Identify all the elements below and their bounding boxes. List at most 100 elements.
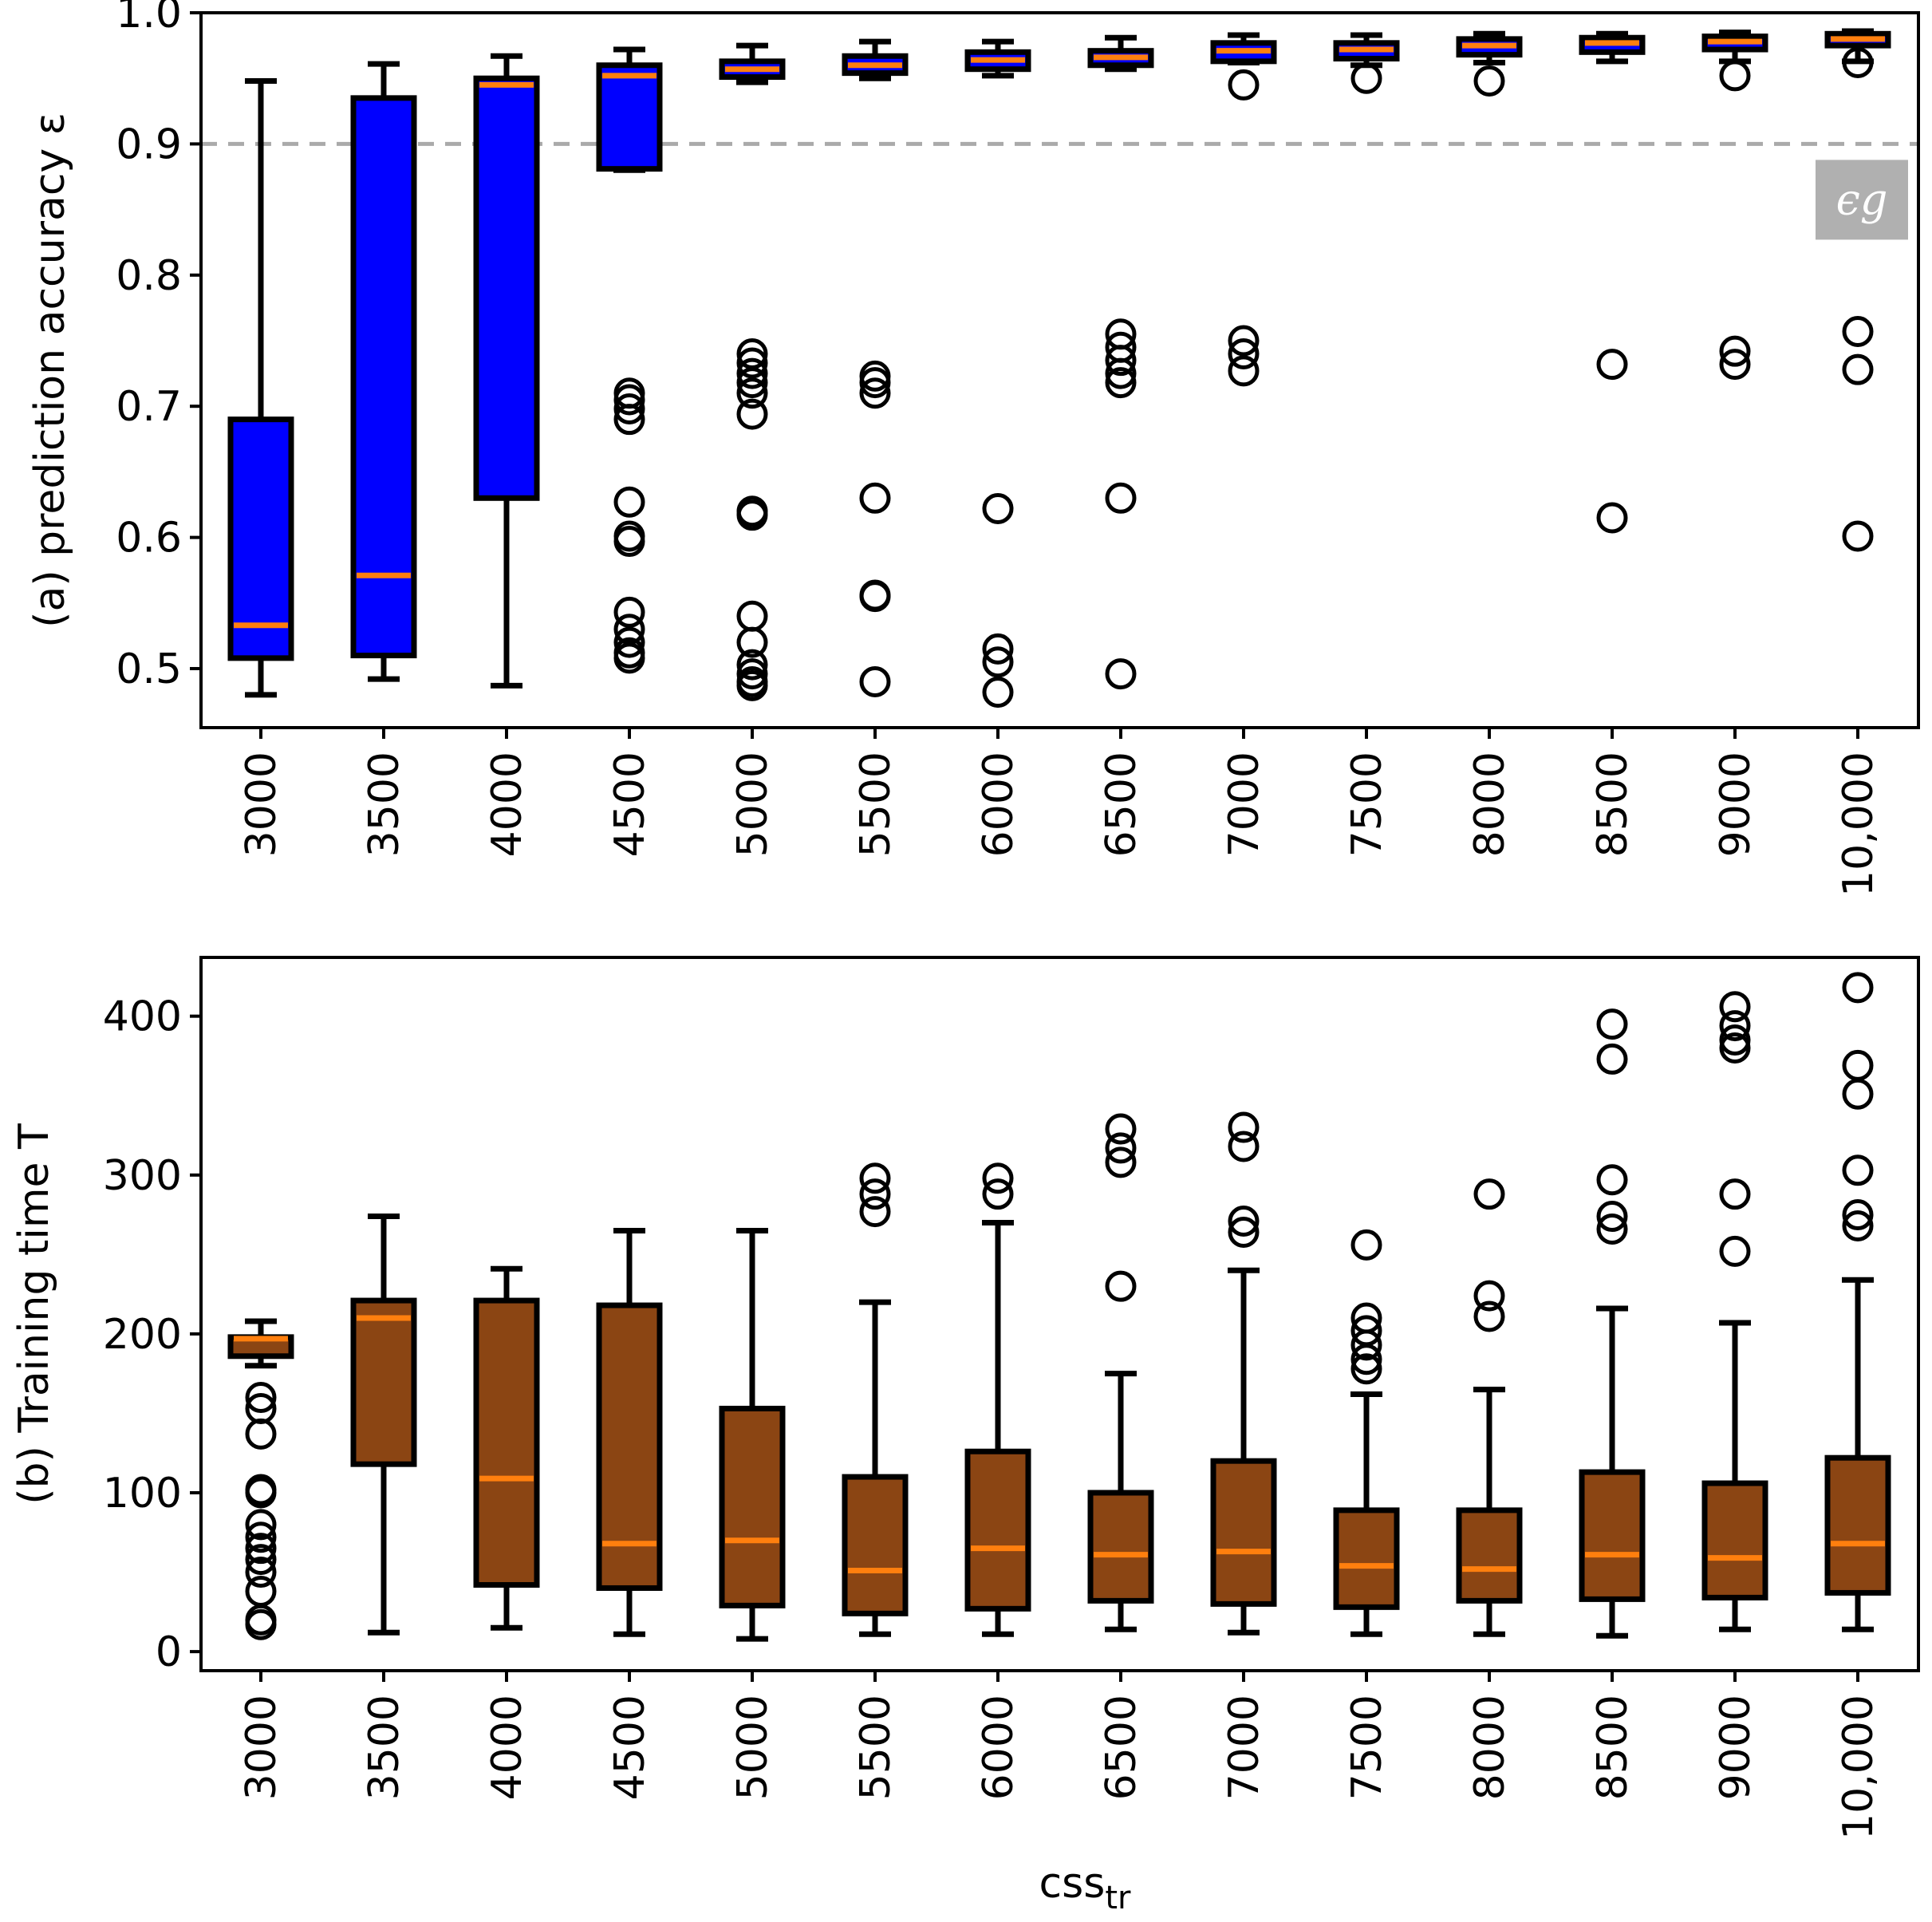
box-8500	[1579, 1008, 1646, 1639]
outlier-point	[613, 596, 645, 628]
x-tick-label: 6500	[1098, 1695, 1145, 1800]
x-tick-label: 4500	[606, 752, 654, 857]
x-tick-label: 6000	[975, 1695, 1023, 1800]
outlier-point	[1842, 353, 1874, 385]
outlier-point	[736, 626, 768, 658]
reference-label: ϵg	[1836, 174, 1888, 224]
outlier-point	[1105, 658, 1137, 690]
box-8000	[1456, 30, 1523, 97]
outlier-point	[1719, 60, 1751, 92]
box-6500	[1087, 1113, 1154, 1632]
iqr-box	[1456, 1507, 1523, 1604]
iqr-box	[719, 1405, 786, 1608]
outlier-point	[982, 646, 1014, 678]
outlier-point	[1842, 1210, 1874, 1241]
outlier-point	[245, 1575, 277, 1607]
plot-frame	[199, 11, 1920, 729]
x-tick-label: 3000	[238, 752, 286, 857]
outlier-point	[1596, 349, 1628, 381]
y-axis-label: (a) prediction accuracy ε	[26, 112, 74, 628]
box-5500	[842, 38, 909, 697]
outlier-point	[613, 486, 645, 518]
x-axis-label-main: css	[1039, 1860, 1106, 1908]
box-6500	[1087, 34, 1154, 690]
outlier-point	[1719, 1024, 1751, 1056]
outlier-point	[1596, 1043, 1628, 1075]
iqr-box	[1210, 1458, 1277, 1607]
box-4500	[596, 1227, 663, 1637]
outlier-point	[736, 658, 768, 690]
outlier-point	[245, 1418, 277, 1450]
x-tick-label: 3500	[361, 1695, 408, 1800]
outlier-point	[1719, 349, 1751, 381]
outlier-point	[1842, 1049, 1874, 1081]
iqr-box	[1579, 1469, 1646, 1602]
outlier-point	[1842, 972, 1874, 1004]
outlier-point	[1719, 335, 1751, 367]
x-tick-label: 6500	[1098, 752, 1145, 857]
box-6000	[964, 38, 1031, 708]
outlier-point	[736, 649, 768, 681]
box-3000	[227, 1318, 294, 1640]
box-5000	[719, 42, 786, 701]
outlier-point	[982, 1178, 1014, 1210]
iqr-box	[1333, 1507, 1400, 1610]
outlier-point	[1105, 482, 1137, 514]
x-tick-label: 7000	[1220, 752, 1268, 857]
x-tick-label: 9000	[1712, 1695, 1760, 1800]
y-axis-label: (b) Training time T	[10, 1123, 58, 1505]
y-tick-label: 0.5	[116, 645, 182, 693]
outlier-point	[245, 1533, 277, 1565]
x-tick-label: 10,000	[1835, 752, 1883, 897]
outlier-point	[1596, 1201, 1628, 1233]
outlier-point	[1350, 62, 1382, 94]
box-7500	[1333, 32, 1400, 94]
box-5000	[719, 1227, 786, 1642]
outlier-point	[613, 642, 645, 674]
outlier-point	[1105, 1146, 1137, 1178]
box-5500	[842, 1162, 909, 1637]
box-10000	[1824, 28, 1891, 552]
outlier-point	[1842, 1199, 1874, 1231]
outlier-point	[1228, 1216, 1260, 1248]
outlier-point	[859, 367, 891, 399]
x-tick-label: 9000	[1712, 752, 1760, 857]
outlier-point	[1842, 1154, 1874, 1186]
iqr-box	[1701, 1480, 1768, 1600]
iqr-box	[964, 1448, 1031, 1612]
outlier-point	[859, 1162, 891, 1194]
box-4000	[473, 1265, 540, 1631]
box-4500	[596, 46, 663, 674]
outlier-point	[1596, 1213, 1628, 1245]
outlier-point	[1596, 502, 1628, 534]
y-tick-label: 300	[103, 1152, 182, 1200]
x-tick-label: 7000	[1220, 1695, 1268, 1800]
x-tick-label: 5500	[852, 1695, 900, 1800]
iqr-box	[350, 1297, 417, 1467]
iqr-box	[473, 1297, 540, 1588]
iqr-box	[1087, 1490, 1154, 1604]
outlier-point	[736, 367, 768, 399]
outlier-point	[1473, 1280, 1505, 1312]
outlier-point	[736, 377, 768, 409]
outlier-point	[1350, 1229, 1382, 1261]
x-tick-label: 7500	[1343, 752, 1391, 857]
box-6000	[964, 1162, 1031, 1637]
iqr-box	[1824, 1454, 1891, 1596]
outlier-point	[736, 669, 768, 701]
outlier-point	[1719, 1010, 1751, 1042]
x-tick-label: 5000	[729, 752, 777, 857]
outlier-point	[1473, 1178, 1505, 1210]
outlier-point	[1350, 1353, 1382, 1385]
outlier-point	[1105, 1132, 1137, 1164]
outlier-point	[859, 377, 891, 409]
outlier-point	[736, 347, 768, 379]
outlier-point	[859, 665, 891, 697]
outlier-point	[245, 1382, 277, 1414]
box-9000	[1701, 991, 1768, 1632]
x-tick-label: 5500	[852, 752, 900, 857]
x-tick-label: 8500	[1589, 752, 1637, 857]
iqr-box	[350, 95, 417, 659]
box-3000	[227, 77, 294, 698]
